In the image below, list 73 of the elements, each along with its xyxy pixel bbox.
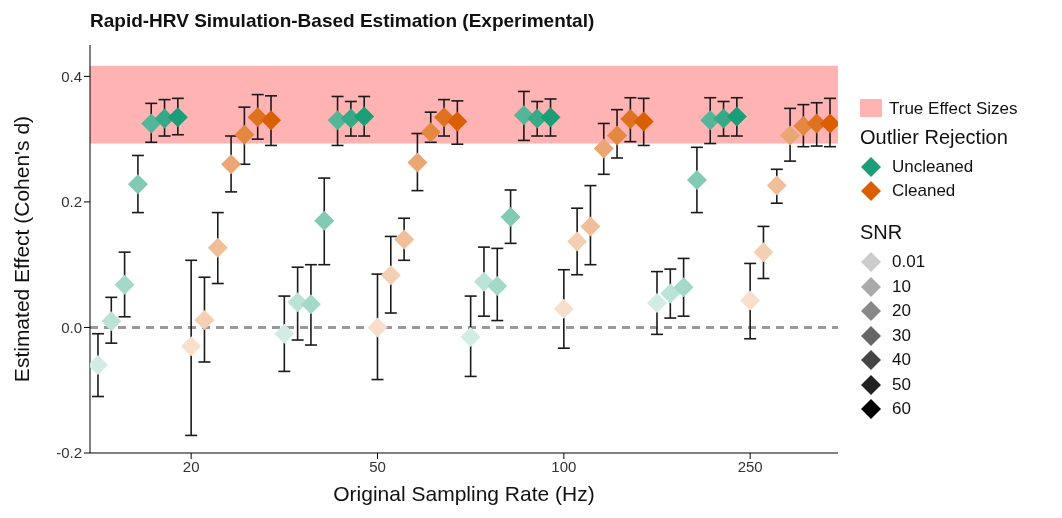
point xyxy=(500,206,521,227)
point xyxy=(101,311,122,332)
point xyxy=(194,309,215,330)
text: 60 xyxy=(892,399,911,420)
point xyxy=(607,125,628,146)
point xyxy=(181,336,202,357)
point xyxy=(221,154,242,175)
y-axis-title: Estimated Effect (Cohen's d) xyxy=(10,115,34,383)
point xyxy=(167,107,188,128)
y-tick-label: -0.2 xyxy=(56,444,82,462)
point xyxy=(234,124,255,145)
point xyxy=(513,105,534,126)
point xyxy=(473,271,494,292)
point xyxy=(740,290,761,311)
x-tick-label: 20 xyxy=(182,457,200,475)
point xyxy=(407,152,428,173)
point xyxy=(287,292,308,313)
chart-title: Rapid-HRV Simulation-Based Estimation (Experimental) xyxy=(90,10,595,32)
point xyxy=(141,113,162,134)
y-tick-label: 0.4 xyxy=(61,67,82,85)
point xyxy=(127,174,148,195)
x-tick-label: 100 xyxy=(551,457,577,475)
x-tick-label: 50 xyxy=(369,457,386,475)
point xyxy=(207,237,228,258)
x-tick-label: 250 xyxy=(737,457,763,475)
point xyxy=(673,277,694,298)
point xyxy=(114,274,135,295)
text: 0.01 xyxy=(892,252,926,273)
text: 30 xyxy=(892,325,911,346)
point xyxy=(660,283,681,304)
legend-label: Uncleaned xyxy=(892,157,974,177)
y-tick-label: 0.2 xyxy=(61,193,82,211)
text: 50 xyxy=(892,374,911,395)
point xyxy=(620,109,641,130)
point xyxy=(593,138,614,159)
point xyxy=(314,210,335,231)
point xyxy=(633,111,654,132)
legend-label: Cleaned xyxy=(892,181,956,201)
point xyxy=(713,108,734,129)
point xyxy=(420,122,441,143)
point xyxy=(327,110,348,131)
point xyxy=(447,111,468,132)
point xyxy=(261,110,282,131)
point xyxy=(753,242,774,263)
point xyxy=(793,115,814,136)
point xyxy=(553,298,574,319)
point xyxy=(354,106,375,127)
text: 10 xyxy=(892,276,911,297)
point xyxy=(580,216,601,237)
point xyxy=(686,169,707,190)
point xyxy=(540,107,561,128)
point xyxy=(300,294,321,315)
point xyxy=(434,107,455,128)
text: SNR xyxy=(860,221,904,244)
band-label: True Effect Sizes xyxy=(889,99,1018,118)
point xyxy=(780,125,801,146)
point xyxy=(247,107,268,128)
point xyxy=(367,317,388,338)
point xyxy=(274,323,295,344)
point xyxy=(460,326,481,347)
text: 40 xyxy=(892,350,911,371)
point xyxy=(766,175,787,196)
point xyxy=(380,265,401,286)
text: 20 xyxy=(892,301,911,322)
legend-title: Outlier Rejection xyxy=(860,126,1008,149)
point xyxy=(646,292,667,313)
point xyxy=(394,229,415,250)
point xyxy=(487,276,508,297)
point xyxy=(700,110,721,131)
x-axis-title: Original Sampling Rate (Hz) xyxy=(333,482,595,505)
y-tick-label: 0.0 xyxy=(61,318,82,336)
point xyxy=(726,106,747,127)
point xyxy=(567,231,588,252)
